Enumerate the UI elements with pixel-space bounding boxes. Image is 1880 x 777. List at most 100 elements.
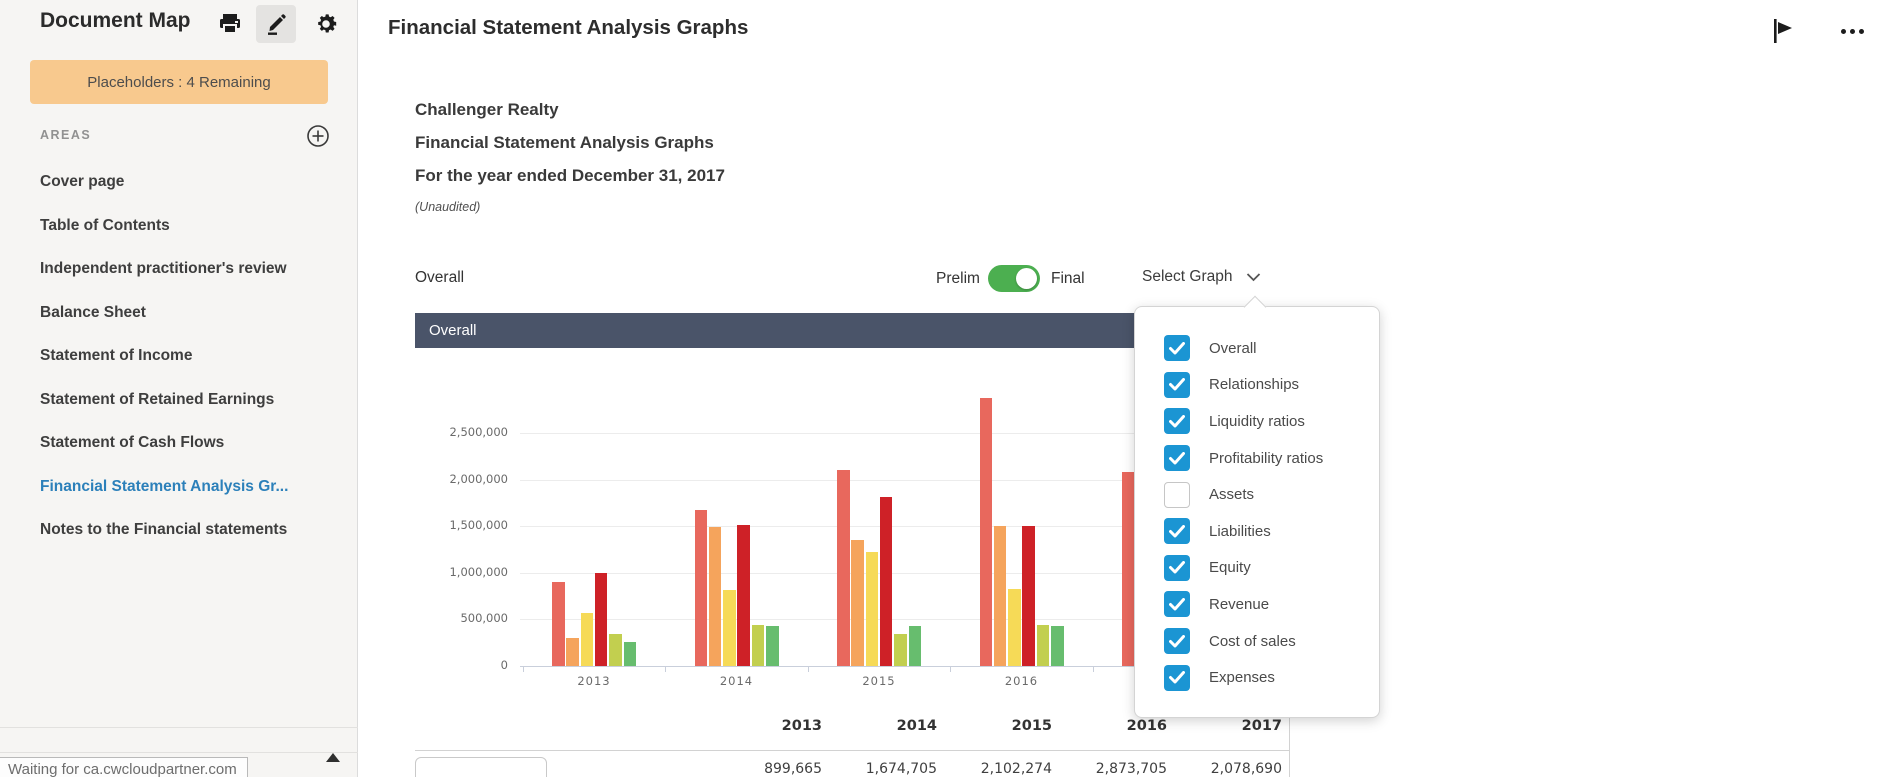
- table-year-header: 2016: [1126, 718, 1167, 734]
- checkbox-checked-icon[interactable]: [1164, 554, 1190, 581]
- graph-checkbox-label: Liquidity ratios: [1209, 412, 1305, 430]
- bar-2013-series-5: [609, 634, 622, 666]
- sidebar-item[interactable]: Notes to the Financial statements: [40, 521, 288, 538]
- checkbox-checked-icon[interactable]: [1164, 518, 1190, 545]
- table-value-cell: 2,873,705: [1095, 761, 1167, 777]
- gridline: [520, 433, 1288, 434]
- y-axis-tick-label: 1,000,000: [449, 564, 508, 579]
- x-axis-tick: [950, 666, 952, 672]
- graph-checkbox-item[interactable]: Cost of sales: [1135, 623, 1379, 660]
- graph-checkbox-label: Profitability ratios: [1209, 449, 1324, 467]
- y-axis-tick-label: 1,500,000: [449, 518, 508, 533]
- graph-checkbox-item[interactable]: Liquidity ratios: [1135, 403, 1379, 440]
- table-value-cell: 1,674,705: [865, 761, 937, 777]
- y-axis-tick-label: 0: [500, 658, 508, 672]
- y-axis-tick-label: 2,000,000: [449, 471, 508, 486]
- bar-2014-series-1: [694, 510, 707, 666]
- doc-period: For the year ended December 31, 2017: [415, 166, 725, 185]
- prelim-final-toggle[interactable]: [988, 265, 1040, 292]
- graph-checkbox-label: Cost of sales: [1209, 632, 1296, 650]
- graph-checkbox-item[interactable]: Equity: [1135, 550, 1379, 587]
- bar-2015-series-5: [894, 634, 907, 666]
- sidebar-item[interactable]: Cover page: [40, 173, 125, 190]
- bar-2013-series-2: [566, 638, 579, 666]
- gridline: [520, 479, 1288, 481]
- bar-2015-series-1: [837, 470, 850, 666]
- settings-gear-icon[interactable]: [306, 5, 346, 43]
- sidebar-item[interactable]: Independent practitioner's review: [40, 260, 287, 277]
- edit-pencil-icon[interactable]: [256, 5, 296, 43]
- sidebar-item[interactable]: Statement of Cash Flows: [40, 434, 225, 451]
- sidebar-title: Document Map: [40, 9, 191, 32]
- checkbox-unchecked-icon[interactable]: [1164, 481, 1190, 508]
- graph-checkbox-item[interactable]: Profitability ratios: [1135, 440, 1379, 477]
- add-area-button[interactable]: [304, 122, 332, 150]
- bar-2015-series-6: [908, 626, 921, 666]
- graph-checkbox-item[interactable]: Expenses: [1135, 659, 1379, 696]
- table-right-border: [1289, 712, 1290, 777]
- bar-2017-series-1: [1122, 472, 1135, 666]
- flag-button[interactable]: [1766, 14, 1800, 48]
- graph-checkbox-item[interactable]: Overall: [1135, 330, 1379, 367]
- sidebar-item[interactable]: Financial Statement Analysis Gr...: [40, 477, 289, 495]
- placeholders-badge-label: Placeholders : 4 Remaining: [87, 73, 271, 91]
- x-axis-tick-label: 2014: [719, 674, 754, 688]
- doc-unaudited-note: (Unaudited): [415, 200, 481, 214]
- bar-2016-series-2: [993, 526, 1007, 666]
- popover-notch: [1243, 295, 1267, 318]
- graph-checkbox-label: Revenue: [1209, 595, 1270, 613]
- graph-checkbox-item[interactable]: Relationships: [1135, 367, 1379, 404]
- bar-2015-series-2: [851, 540, 864, 666]
- sidebar-collapse-arrow-icon[interactable]: [326, 753, 340, 762]
- checkbox-checked-icon[interactable]: [1164, 664, 1190, 691]
- graph-checkbox-label: Assets: [1209, 486, 1255, 504]
- table-value-cell: 899,665: [764, 761, 822, 777]
- bar-2016-series-1: [979, 398, 992, 666]
- placeholders-badge[interactable]: Placeholders : 4 Remaining: [30, 60, 328, 104]
- table-year-header: 2017: [1241, 718, 1282, 734]
- x-axis-tick: [522, 666, 524, 672]
- gridline: [520, 572, 1288, 574]
- table-value-cell: 2,078,690: [1210, 761, 1282, 777]
- graph-checkbox-label: Equity: [1209, 559, 1251, 577]
- more-options-button[interactable]: [1832, 14, 1872, 48]
- x-axis-tick: [1092, 666, 1094, 672]
- bar-2013-series-6: [623, 642, 636, 666]
- checkbox-checked-icon[interactable]: [1164, 408, 1190, 435]
- pencil-icon: [268, 14, 286, 35]
- x-axis-tick-label: 2016: [1004, 674, 1039, 688]
- y-axis-tick-label: 500,000: [460, 611, 508, 626]
- bar-2013-series-4: [594, 573, 608, 666]
- gridline: [520, 619, 1288, 621]
- areas-label: AREAS: [40, 128, 92, 142]
- print-icon[interactable]: [210, 5, 250, 43]
- x-axis-tick-label: 2013: [577, 674, 611, 688]
- graph-checkbox-item[interactable]: Assets: [1135, 476, 1379, 513]
- x-axis-tick: [807, 666, 809, 672]
- sidebar-item[interactable]: Statement of Income: [40, 347, 193, 364]
- sidebar-item[interactable]: Table of Contents: [40, 216, 170, 234]
- bar-2013-series-3: [580, 613, 594, 666]
- sidebar-item[interactable]: Statement of Retained Earnings: [40, 390, 275, 408]
- checkbox-checked-icon[interactable]: [1164, 628, 1190, 655]
- checkbox-checked-icon[interactable]: [1164, 591, 1190, 618]
- bar-2014-series-6: [766, 626, 779, 666]
- checkbox-checked-icon[interactable]: [1164, 335, 1190, 362]
- checkbox-checked-icon[interactable]: [1164, 445, 1190, 472]
- status-text: Waiting for ca.cwcloudpartner.com: [8, 761, 237, 777]
- select-graph-popover: Overall Relationships Liquidity ratios Prof…: [1134, 295, 1380, 718]
- graph-checkbox-item[interactable]: Revenue: [1135, 586, 1379, 623]
- bar-2015-series-3: [865, 552, 879, 666]
- ellipsis-icon: [1840, 28, 1846, 34]
- graph-checkbox-item[interactable]: Liabilities: [1135, 513, 1379, 550]
- chevron-down-icon: [1247, 273, 1261, 282]
- checkbox-checked-icon[interactable]: [1164, 371, 1190, 398]
- bar-2016-series-3: [1008, 589, 1021, 666]
- graph-checkbox-label: Relationships: [1209, 376, 1300, 394]
- chart-panel-title: Overall: [429, 322, 477, 339]
- sidebar-item-list: Cover page Table of Contents Independent p…: [40, 168, 340, 560]
- sidebar-item[interactable]: Balance Sheet: [40, 303, 146, 321]
- select-graph-dropdown-trigger[interactable]: Select Graph: [1142, 268, 1261, 286]
- sidebar-footer-divider: [0, 727, 358, 728]
